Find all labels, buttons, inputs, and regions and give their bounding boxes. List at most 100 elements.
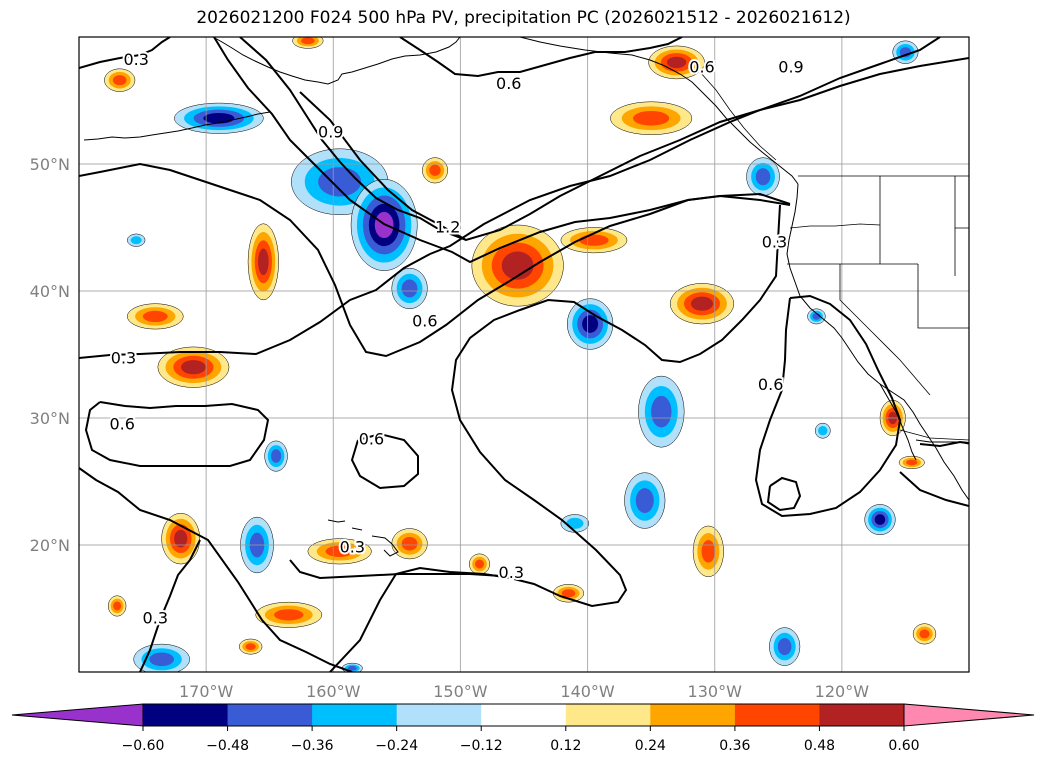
pv-contour-0.6-west-loop — [79, 467, 353, 672]
contour-labels: 0.3 0.6 0.9 1.2 0.6 0.9 0.3 0.6 0.3 0.6 0.6 0.6 0.3 0… — [108, 48, 806, 630]
pv-contour-0.3-mid — [79, 37, 941, 359]
precip-level-0.36 — [561, 589, 576, 598]
colorbar-tick-label: −0.36 — [291, 738, 334, 754]
lon-tick-label: 160°W — [306, 682, 361, 701]
precip-level--0.48 — [874, 514, 886, 525]
precip-level-0.48 — [174, 529, 188, 548]
precip-blob-22 — [814, 422, 831, 439]
map-panel: 0.3 0.6 0.9 1.2 0.6 0.9 0.3 0.6 0.3 0.6 0.6 0.6 0.3 0… — [79, 37, 969, 672]
pv-contour-0.6-main — [79, 162, 791, 358]
precip-blob-12 — [127, 233, 146, 247]
precip-level--0.36 — [270, 449, 282, 463]
pv-contour-0.3-southeast — [899, 440, 969, 507]
colorbar-segment — [819, 704, 905, 726]
precip-level-0.36 — [245, 643, 256, 650]
precip-blob-13 — [566, 298, 614, 350]
precip-level-0.36 — [475, 559, 484, 569]
precip-level-0.48 — [258, 248, 269, 276]
lat-tick-label: 40°N — [30, 282, 70, 301]
precip-blob-35 — [238, 638, 263, 655]
pv-contour-0.3-north — [79, 37, 171, 69]
precip-level--0.36 — [318, 167, 362, 197]
precip-blob-18 — [669, 283, 735, 325]
precip-level--0.48 — [203, 112, 235, 124]
precip-level--0.36 — [149, 652, 175, 667]
colorbar-segment — [143, 704, 229, 726]
page-title: 2026021200 F024 500 hPa PV, precipitatio… — [196, 8, 851, 28]
contour-label: 0.6 — [110, 414, 135, 433]
colorbar-tick-label: −0.24 — [375, 738, 418, 754]
precip-blob-16 — [746, 157, 780, 196]
precip-blob-20 — [638, 375, 685, 448]
lon-tick-label: 170°W — [179, 682, 234, 701]
precip-blob-24 — [898, 455, 925, 470]
lat-tick-label: 50°N — [30, 155, 70, 174]
precip-level-0.36 — [142, 310, 168, 322]
contour-label: 0.3 — [123, 50, 148, 69]
lon-tick-label: 140°W — [560, 682, 615, 701]
lat-tick-label: 30°N — [30, 409, 70, 428]
precip-blob-21 — [624, 472, 666, 529]
precip-level-0.48 — [501, 251, 534, 280]
precip-blob-34 — [255, 601, 323, 628]
precip-blob-14 — [648, 45, 705, 80]
precip-blob-29 — [560, 514, 590, 533]
precip-level-0.36 — [112, 75, 127, 86]
precip-level--0.36 — [755, 168, 771, 186]
colorbar-segment — [565, 704, 651, 726]
colorbar-tick-label: −0.60 — [122, 738, 165, 754]
pv-contour-0.6-inner — [350, 432, 419, 490]
colorbar-tick-label: 0.12 — [550, 738, 581, 754]
colorbar-segment — [227, 704, 313, 726]
precip-level-0.36 — [401, 536, 418, 551]
precip-level-0.48 — [666, 56, 687, 69]
precip-blob-32 — [391, 528, 428, 560]
precip-blob-5 — [391, 267, 428, 310]
precip-blob-28 — [769, 627, 801, 666]
colorbar-tick-label: 0.60 — [888, 738, 919, 754]
precip-level-0.36 — [906, 459, 918, 466]
coastline-west-coast — [786, 183, 969, 501]
colorbar-segment — [734, 704, 820, 726]
coastline-gulf-of-alaska — [519, 37, 799, 185]
pv-contour-0.3-south — [289, 559, 503, 580]
precip-level-0.36 — [429, 164, 441, 176]
pv-contour-0.3-sw-edge — [139, 539, 201, 672]
precip-blob-41 — [341, 662, 363, 672]
precip-blob-8 — [471, 224, 564, 307]
precip-level-0.36 — [701, 540, 716, 563]
contour-label: 1.2 — [435, 218, 460, 237]
coastline-aleutians — [83, 111, 271, 141]
precip-blob-42 — [292, 37, 324, 49]
colorbar-tick-label: −0.48 — [206, 738, 249, 754]
political-boundaries — [699, 71, 969, 441]
contour-label: 0.6 — [496, 74, 521, 93]
precip-level--0.24 — [130, 236, 142, 245]
pv-contour-1.2 — [299, 91, 467, 241]
contour-label: 0.6 — [359, 430, 384, 449]
precip-blob-25 — [864, 504, 896, 536]
contour-label: 0.3 — [499, 563, 524, 582]
border-nv — [917, 264, 969, 329]
lon-tick-label: 120°W — [815, 682, 870, 701]
colorbar-segment — [650, 704, 736, 726]
colorbar-extend-max — [903, 703, 1035, 727]
precip-blob-9 — [560, 227, 628, 254]
colorbar-segment — [481, 704, 567, 726]
colorbar: −0.60 −0.48 −0.36 −0.24 −0.12 0.12 0.24 0.36 0.4… — [11, 703, 1035, 754]
colorbar-segment — [396, 704, 482, 726]
precip-level-0.36 — [633, 110, 670, 126]
contour-label: 0.6 — [689, 57, 714, 76]
contour-label: 0.6 — [758, 375, 783, 394]
contour-label: 0.3 — [111, 348, 136, 367]
precip-level-0.36 — [919, 629, 930, 639]
contour-label: 0.3 — [143, 609, 168, 628]
precip-level--0.36 — [635, 488, 654, 513]
border-us-mexico — [899, 429, 969, 441]
precip-blob-19 — [807, 308, 826, 325]
colorbar-extend-min — [11, 703, 144, 727]
colorbar-tick-label: 0.36 — [719, 738, 750, 754]
precip-blob-36 — [161, 513, 201, 565]
contour-label: 0.9 — [318, 122, 343, 141]
